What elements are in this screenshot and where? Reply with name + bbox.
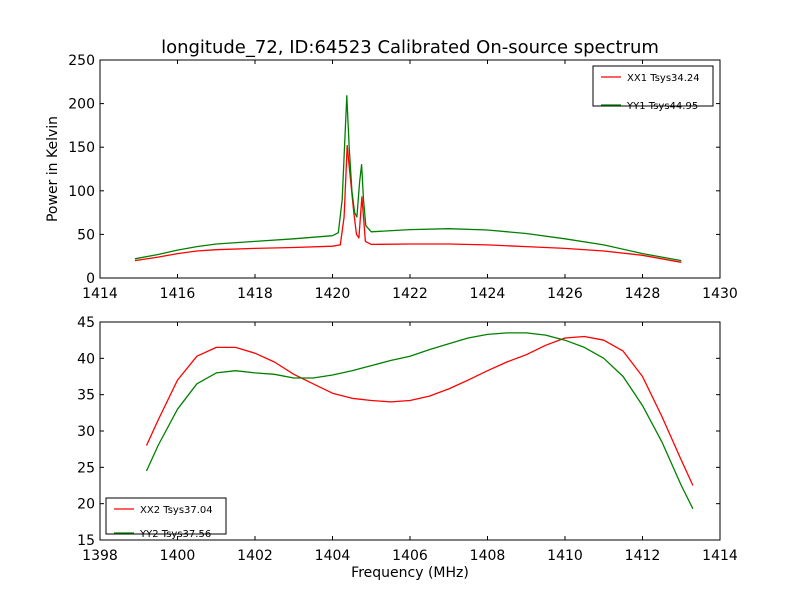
y-axis-label: Power in Kelvin bbox=[45, 116, 61, 222]
y-tick-label: 50 bbox=[77, 227, 95, 243]
x-axis-label: Frequency (MHz) bbox=[351, 565, 469, 581]
y-tick-label: 30 bbox=[77, 424, 95, 440]
x-tick-label: 1428 bbox=[625, 286, 661, 302]
y-tick-label: 35 bbox=[77, 388, 95, 404]
x-tick-label: 1422 bbox=[392, 286, 428, 302]
legend-label: XX1 Tsys34.24 bbox=[627, 73, 700, 84]
series-line-xx bbox=[134, 144, 682, 263]
x-tick-label: 1412 bbox=[625, 548, 661, 564]
bottom-panel: 1398 1400 1402 1404 1406 1408 1410 1412 1414 15 20… bbox=[77, 315, 738, 581]
y-tick-label: 45 bbox=[77, 315, 95, 331]
x-tick-label: 1400 bbox=[160, 548, 196, 564]
series-line-xx bbox=[145, 335, 694, 486]
x-tick-label: 1410 bbox=[547, 548, 583, 564]
legend-label: YY1 Tsys44.95 bbox=[626, 101, 698, 112]
x-tick-label: 1430 bbox=[702, 286, 738, 302]
y-tick-label: 20 bbox=[77, 497, 95, 513]
y-tick-label: 0 bbox=[86, 271, 95, 287]
legend-label: YY2 Tsys37.56 bbox=[139, 529, 211, 540]
y-tick-label: 150 bbox=[68, 140, 95, 156]
series-line-yy bbox=[134, 95, 682, 262]
top-panel: 1414 1416 1418 1420 1422 1424 1426 1428 1430 0 50 1… bbox=[45, 53, 738, 302]
x-tick-label: 1398 bbox=[82, 548, 118, 564]
chart-title: longitude_72, ID:64523 Calibrated On-sou… bbox=[161, 37, 659, 58]
x-tick-label: 1414 bbox=[82, 286, 118, 302]
y-tick-label: 15 bbox=[77, 533, 95, 549]
x-tick-label: 1404 bbox=[315, 548, 351, 564]
x-tick-label: 1416 bbox=[160, 286, 196, 302]
x-tick-label: 1414 bbox=[702, 548, 738, 564]
x-tick-label: 1420 bbox=[315, 286, 351, 302]
x-tick-label: 1406 bbox=[392, 548, 428, 564]
legend-box bbox=[105, 497, 227, 535]
legend: XX1 Tsys34.24 YY1 Tsys44.95 bbox=[592, 65, 714, 112]
legend-label: XX2 Tsys37.04 bbox=[140, 505, 213, 516]
y-tick-label: 100 bbox=[68, 184, 95, 200]
y-tick-label: 40 bbox=[77, 351, 95, 367]
y-tick-label: 25 bbox=[77, 460, 95, 476]
x-tick-label: 1418 bbox=[237, 286, 273, 302]
y-tick-label: 250 bbox=[68, 53, 95, 69]
legend: XX2 Tsys37.04 YY2 Tsys37.56 bbox=[105, 497, 227, 540]
x-tick-label: 1402 bbox=[237, 548, 273, 564]
x-tick-label: 1426 bbox=[547, 286, 583, 302]
x-tick-label: 1424 bbox=[470, 286, 506, 302]
series-line-yy bbox=[145, 332, 694, 510]
legend-box bbox=[592, 65, 714, 107]
y-tick-label: 200 bbox=[68, 97, 95, 113]
x-tick-label: 1408 bbox=[470, 548, 506, 564]
